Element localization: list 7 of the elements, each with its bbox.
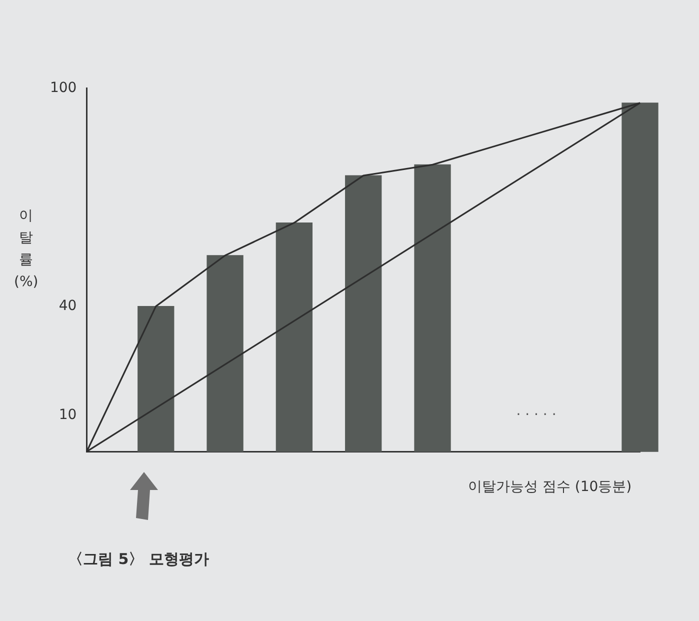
- annotation: · · · · ·: [516, 406, 556, 423]
- y-axis-title: 이탈률(%): [14, 207, 38, 292]
- y-tick-label: 40: [58, 298, 77, 314]
- y-tick-label: 100: [50, 80, 77, 96]
- text: 〈그림 5〉 모형평가: [68, 550, 209, 569]
- x-axis-title: 이탈가능성 점수 (10등분): [468, 478, 632, 496]
- y-tick-label: 10: [58, 406, 77, 423]
